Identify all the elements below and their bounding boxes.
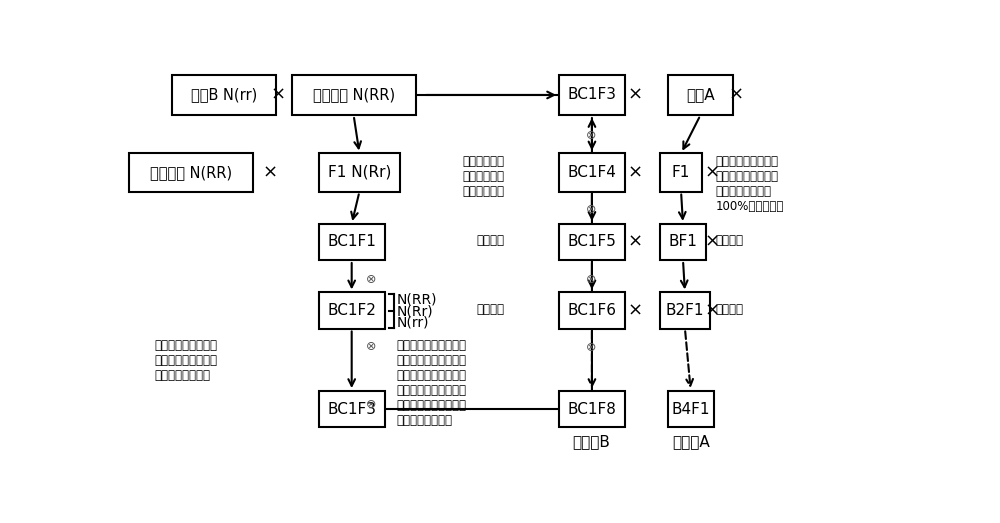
Text: N(rr): N(rr) [396, 316, 429, 330]
FancyBboxPatch shape [172, 75, 276, 115]
Text: 莔泰１A: 莔泰１A [672, 434, 710, 449]
Text: ×: × [627, 233, 643, 251]
Text: 五山丝苗 N(RR): 五山丝苗 N(RR) [313, 87, 395, 103]
FancyBboxPatch shape [319, 391, 385, 427]
FancyBboxPatch shape [129, 153, 253, 191]
Text: N(RR): N(RR) [396, 292, 437, 306]
FancyBboxPatch shape [668, 75, 733, 115]
Text: ×: × [705, 164, 720, 181]
Text: F1 N(Rr): F1 N(Rr) [328, 165, 391, 180]
FancyBboxPatch shape [559, 153, 625, 191]
Text: BC1F3: BC1F3 [327, 402, 376, 417]
Text: ⊗: ⊗ [586, 203, 597, 216]
Text: ×: × [705, 301, 720, 320]
Text: BF1: BF1 [669, 234, 697, 249]
Text: ⊗: ⊗ [366, 340, 377, 353]
Text: B2F1: B2F1 [666, 303, 704, 318]
Text: BC1F1: BC1F1 [327, 234, 376, 249]
Text: 方法同上: 方法同上 [716, 234, 744, 247]
Text: ×: × [262, 164, 277, 181]
Text: 莔泰１B: 莔泰１B [573, 434, 610, 449]
Text: BC1F3: BC1F3 [567, 87, 616, 103]
Text: 粤泰A: 粤泰A [686, 87, 715, 103]
Text: ×: × [705, 233, 720, 251]
Text: B4F1: B4F1 [672, 402, 710, 417]
Text: 方法同上: 方法同上 [477, 303, 505, 316]
FancyBboxPatch shape [559, 391, 625, 427]
Text: ⊗: ⊗ [366, 398, 377, 411]
FancyBboxPatch shape [660, 153, 702, 191]
FancyBboxPatch shape [292, 75, 416, 115]
FancyBboxPatch shape [559, 292, 625, 328]
FancyBboxPatch shape [559, 75, 625, 115]
FancyBboxPatch shape [559, 224, 625, 260]
FancyBboxPatch shape [319, 224, 385, 260]
Text: ⊗: ⊗ [586, 342, 597, 355]
Text: ×: × [627, 301, 643, 320]
Text: ×: × [627, 164, 643, 181]
Text: BC1F6: BC1F6 [567, 303, 616, 318]
Text: 筛选农艺性状优良、
全基因组序列与父本
更接近且花粉镜检
100%不育的单株: 筛选农艺性状优良、 全基因组序列与父本 更接近且花粉镜检 100%不育的单株 [716, 155, 784, 213]
Text: N(Rr): N(Rr) [396, 304, 433, 318]
Text: BC1F5: BC1F5 [568, 234, 616, 249]
Text: F1: F1 [672, 165, 690, 180]
Text: 方法同上: 方法同上 [716, 303, 744, 316]
Text: ⊗: ⊗ [366, 272, 377, 286]
Text: ×: × [270, 86, 285, 104]
Text: 粤泰B N(rr): 粤泰B N(rr) [191, 87, 257, 103]
FancyBboxPatch shape [660, 224, 706, 260]
Text: 择优筛选含有双亲优
良性状且柱头外露率
高的单株进行混收: 择优筛选含有双亲优 良性状且柱头外露率 高的单株进行混收 [154, 338, 217, 382]
FancyBboxPatch shape [660, 292, 710, 328]
Text: BC1F2: BC1F2 [327, 303, 376, 318]
Text: ×: × [627, 86, 643, 104]
Text: 筛选农艺性状
优良、柱头外
露率高的株系: 筛选农艺性状 优良、柱头外 露率高的株系 [463, 155, 505, 198]
Text: 方法同上: 方法同上 [477, 234, 505, 247]
Text: BC1F8: BC1F8 [568, 402, 616, 417]
Text: ⊗: ⊗ [586, 273, 597, 286]
Text: 五山丝苗 N(RR): 五山丝苗 N(RR) [150, 165, 232, 180]
FancyBboxPatch shape [319, 153, 400, 191]
Text: ⊗: ⊗ [586, 129, 597, 142]
Text: 分子标记剔除含恢复基
因的单株得到不含恢复
基因的单株，进行全基
因组选择聚合双亲优良
性状且遗传背景与目标
亲本更近的单株。: 分子标记剔除含恢复基 因的单株得到不含恢复 基因的单株，进行全基 因组选择聚合双… [396, 338, 466, 427]
FancyBboxPatch shape [319, 292, 385, 328]
Text: ×: × [728, 86, 743, 104]
FancyBboxPatch shape [668, 391, 714, 427]
Text: BC1F4: BC1F4 [568, 165, 616, 180]
